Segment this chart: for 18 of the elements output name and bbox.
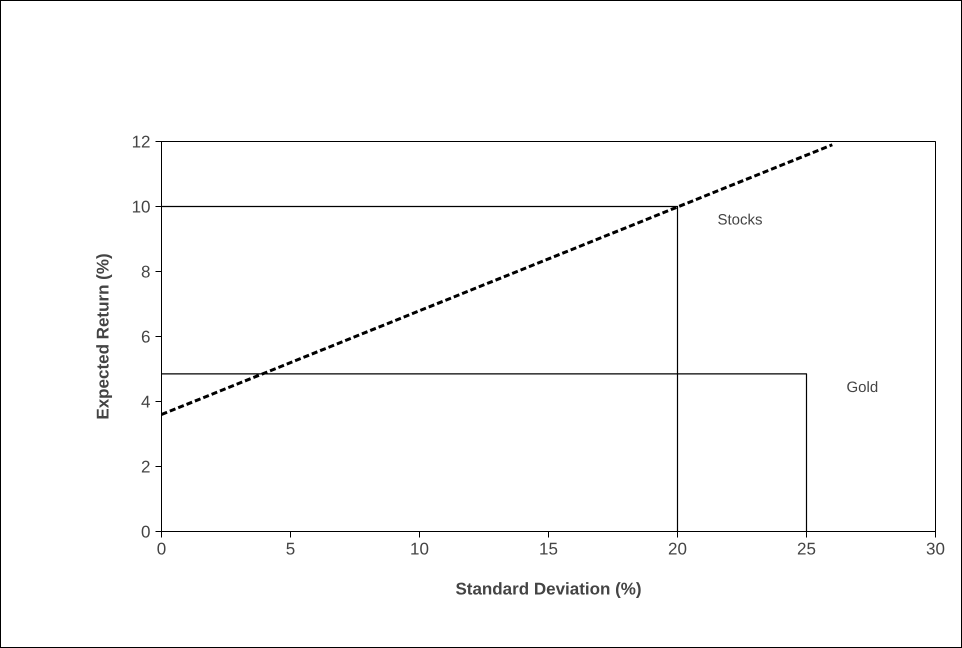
x-tick-label: 20: [668, 540, 687, 558]
x-tick-label: 30: [926, 540, 945, 558]
x-tick-label: 15: [539, 540, 558, 558]
y-tick-label: 0: [141, 522, 151, 542]
y-tick-label: 2: [141, 458, 151, 476]
y-tick-label: 8: [141, 262, 151, 282]
x-tick-label: 0: [156, 540, 166, 558]
annotation: Stocks: [718, 212, 763, 228]
y-axis-title: Expected Return (%): [94, 253, 113, 420]
x-tick-label: 25: [797, 540, 816, 558]
x-tick-label: 5: [286, 540, 296, 558]
y-tick-label: 10: [132, 198, 151, 216]
y-tick-label: 6: [141, 328, 151, 346]
x-axis-title: Standard Deviation (%): [455, 580, 642, 598]
y-tick-label: 4: [141, 392, 151, 412]
x-tick-label: 10: [410, 540, 429, 558]
annotation: Gold: [846, 378, 878, 396]
y-tick-label: 12: [132, 132, 151, 152]
